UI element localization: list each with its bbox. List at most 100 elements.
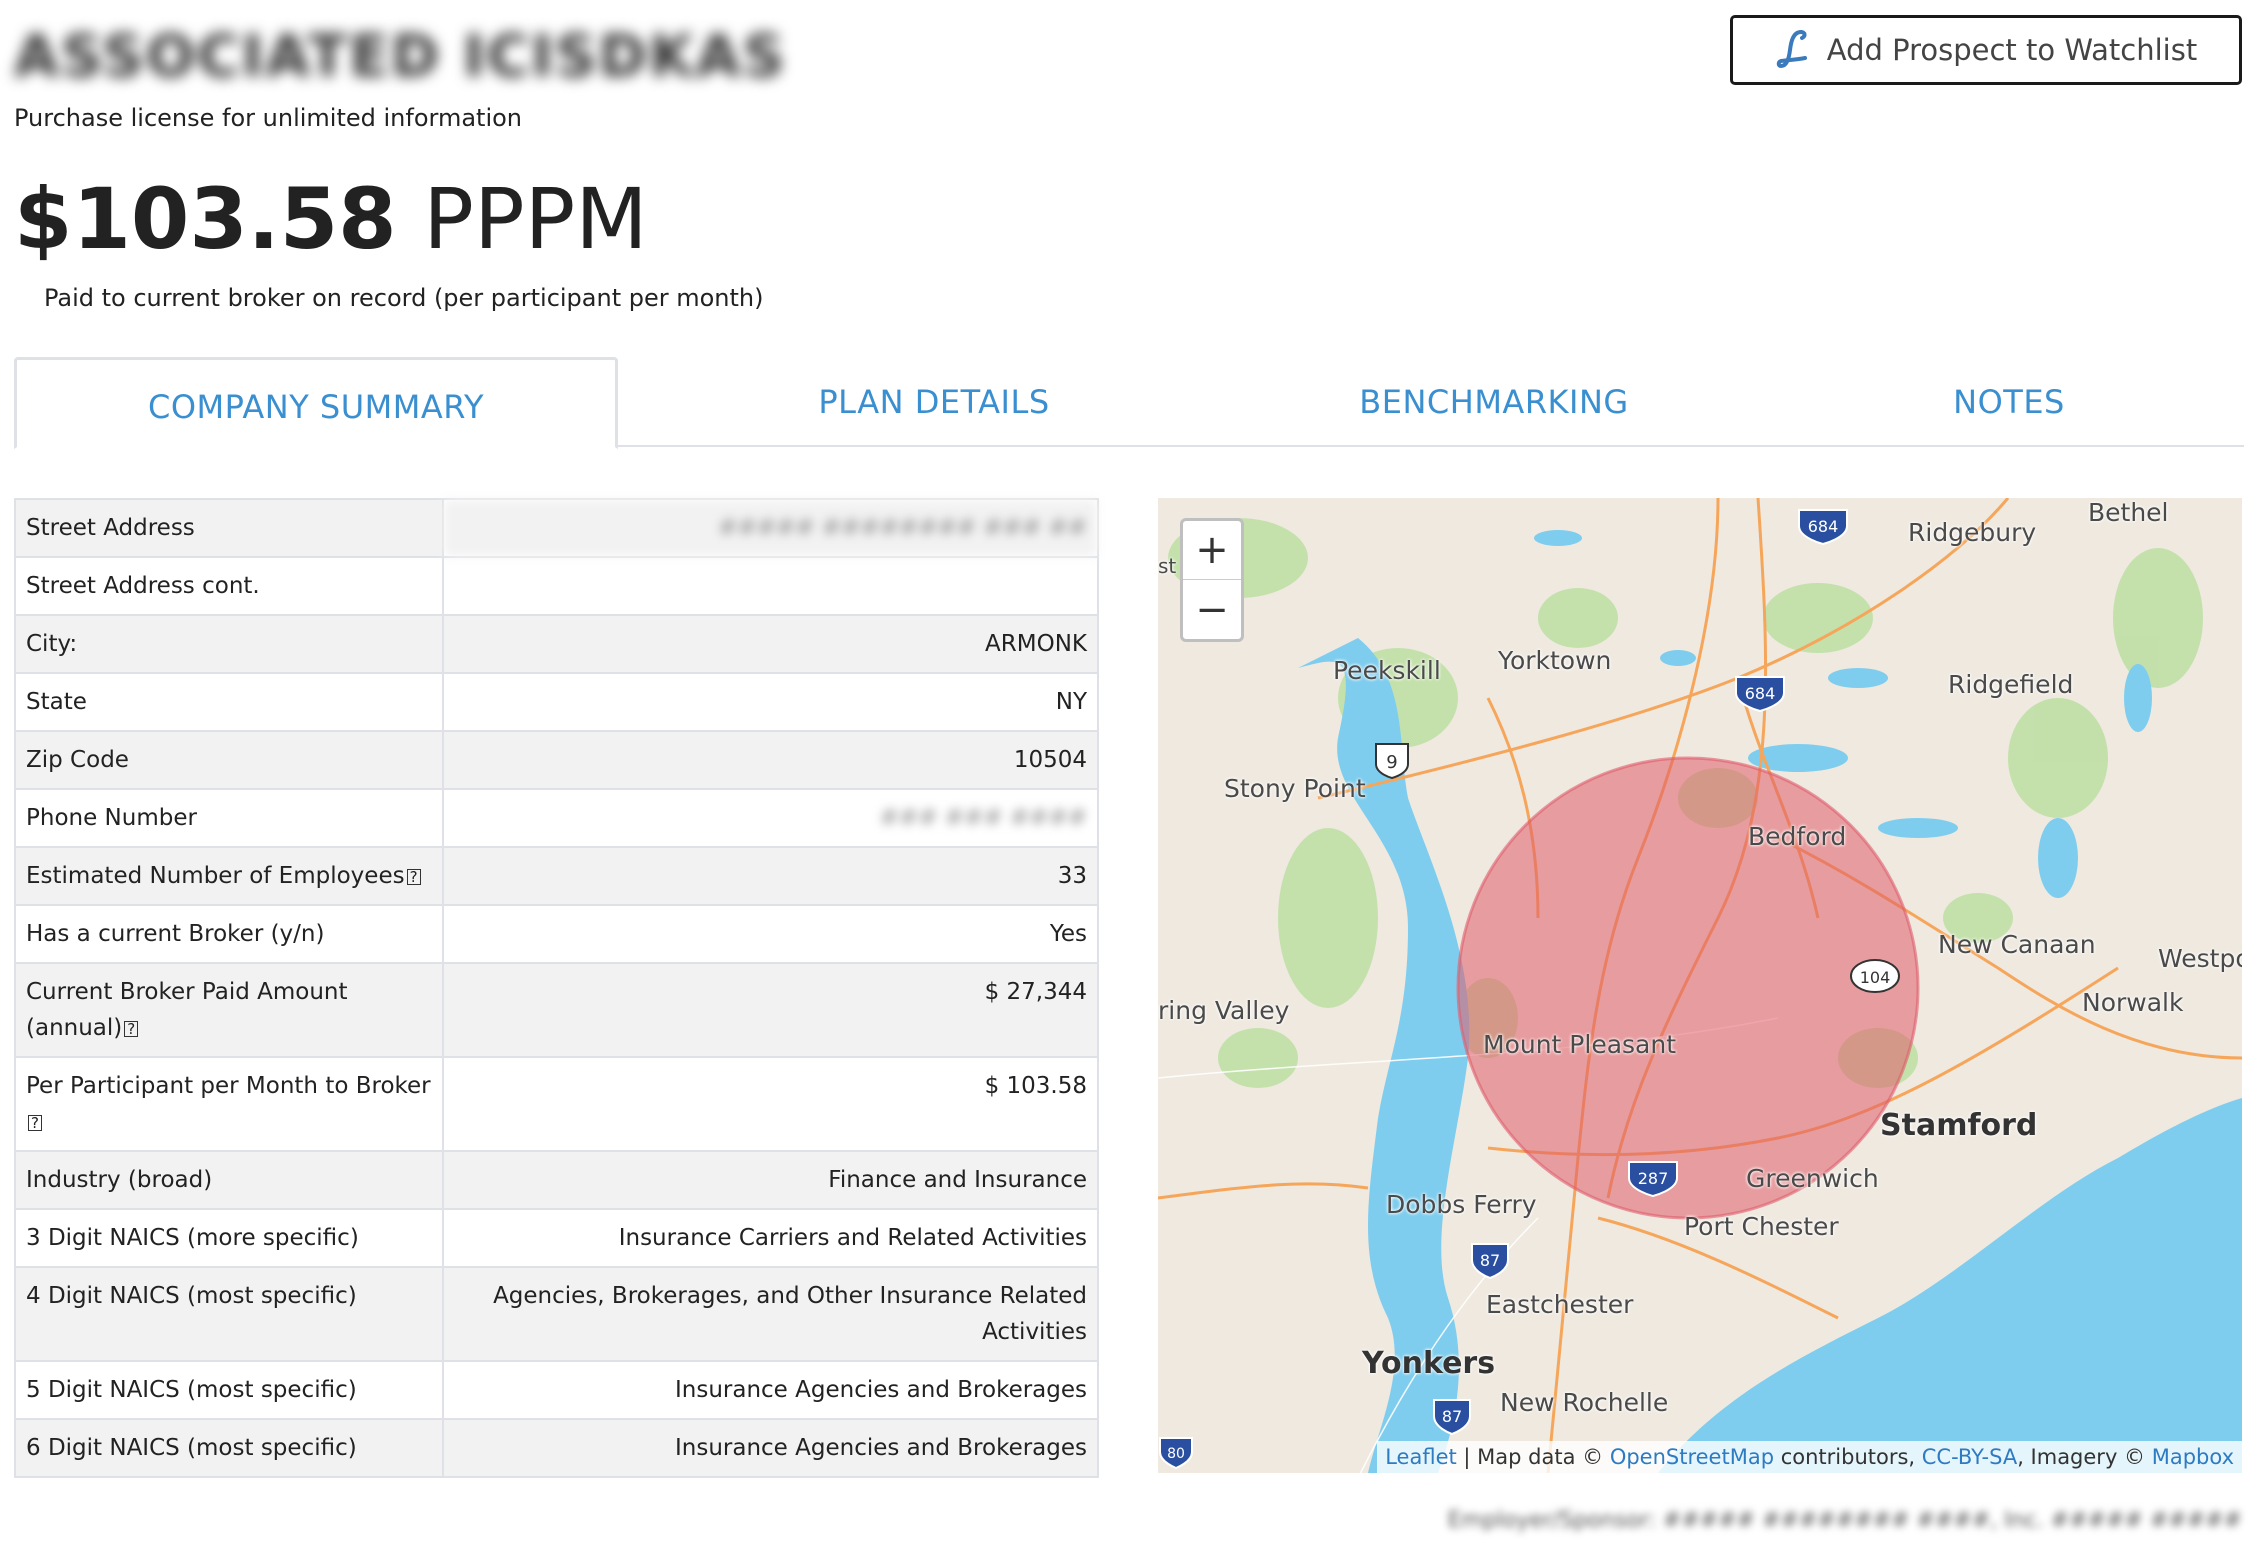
- tab-company-summary[interactable]: COMPANY SUMMARY: [14, 357, 618, 449]
- table-row: 5 Digit NAICS (most specific) Insurance …: [14, 1360, 1099, 1420]
- map-label: Peekskill: [1333, 656, 1441, 685]
- row-label: 3 Digit NAICS (more specific): [14, 1208, 444, 1268]
- row-value: [442, 556, 1099, 616]
- add-to-watchlist-button[interactable]: Add Prospect to Watchlist: [1730, 15, 2242, 85]
- map-label: Stony Point: [1224, 774, 1366, 803]
- svg-text:80: 80: [1167, 1446, 1185, 1462]
- map-label: Bedford: [1748, 822, 1847, 851]
- map-label: Dobbs Ferry: [1386, 1190, 1537, 1219]
- footer-note: Employer/Sponsor: ##### ######## ####, I…: [1447, 1508, 2242, 1533]
- add-to-watchlist-label: Add Prospect to Watchlist: [1826, 33, 2198, 67]
- company-summary-table: Street Address ##### ######## ### ## Str…: [14, 498, 1099, 1478]
- map-label: Bethel: [2088, 498, 2169, 527]
- table-row: State NY: [14, 672, 1099, 732]
- svg-text:87: 87: [1442, 1407, 1462, 1426]
- table-row: 3 Digit NAICS (more specific) Insurance …: [14, 1208, 1099, 1268]
- map-label: Greenwich: [1746, 1164, 1879, 1193]
- map-label: Mount Pleasant: [1483, 1030, 1677, 1059]
- map-label: Westpo: [2158, 944, 2242, 973]
- table-row: Street Address cont.: [14, 556, 1099, 616]
- price-amount: $103.58: [14, 170, 397, 268]
- price-unit: PPPM: [423, 170, 648, 268]
- row-label: Street Address: [14, 498, 444, 558]
- row-value: Finance and Insurance: [442, 1150, 1099, 1210]
- table-row: 4 Digit NAICS (most specific) Agencies, …: [14, 1266, 1099, 1362]
- attribution-text: contributors,: [1774, 1445, 1922, 1469]
- interstate-shield-icon: 684: [1735, 676, 1785, 713]
- row-value: Insurance Agencies and Brokerages: [442, 1418, 1099, 1478]
- svg-text:684: 684: [1808, 517, 1839, 536]
- row-label-with-help: Estimated Number of Employees?: [14, 846, 444, 906]
- row-value: $ 27,344: [442, 962, 1099, 1058]
- map-label: st: [1158, 554, 1177, 578]
- row-label-with-help: Current Broker Paid Amount (annual)?: [14, 962, 444, 1058]
- interstate-shield-icon: 87: [1471, 1243, 1509, 1280]
- row-value: Insurance Carriers and Related Activitie…: [442, 1208, 1099, 1268]
- map-label: Yonkers: [1362, 1346, 1496, 1381]
- help-icon[interactable]: ?: [28, 1114, 42, 1131]
- tab-bar: COMPANY SUMMARY PLAN DETAILS BENCHMARKIN…: [14, 357, 2244, 449]
- map-tiles: [1158, 498, 2242, 1473]
- map-label: Stamford: [1880, 1108, 2038, 1143]
- row-label: Has a current Broker (y/n): [14, 904, 444, 964]
- attribution-text: | Map data ©: [1456, 1445, 1610, 1469]
- row-value: Insurance Agencies and Brokerages: [442, 1360, 1099, 1420]
- row-label: Per Participant per Month to Broker: [26, 1073, 431, 1099]
- map-attribution: Leaflet | Map data © OpenStreetMap contr…: [1377, 1441, 2242, 1473]
- row-value: NY: [442, 672, 1099, 732]
- table-row: 6 Digit NAICS (most specific) Insurance …: [14, 1418, 1099, 1478]
- interstate-shield-icon: 80: [1159, 1437, 1193, 1470]
- row-value: ##### ######## ### ##: [442, 498, 1099, 558]
- map-label: Norwalk: [2082, 988, 2184, 1017]
- table-row: Zip Code 10504: [14, 730, 1099, 790]
- map-label: Eastchester: [1486, 1290, 1634, 1319]
- row-label: City:: [14, 614, 444, 674]
- map-label: New Canaan: [1938, 930, 2096, 959]
- map-label: Ridgefield: [1948, 670, 2074, 699]
- tab-plan-details[interactable]: PLAN DETAILS: [818, 383, 1050, 421]
- row-value: ARMONK: [442, 614, 1099, 674]
- row-value: Yes: [442, 904, 1099, 964]
- row-label: 6 Digit NAICS (most specific): [14, 1418, 444, 1478]
- tab-notes[interactable]: NOTES: [1953, 383, 2065, 421]
- row-label: Phone Number: [14, 788, 444, 848]
- help-icon[interactable]: ?: [124, 1020, 139, 1037]
- interstate-shield-icon: 87: [1433, 1399, 1471, 1436]
- tab-benchmarking[interactable]: BENCHMARKING: [1359, 383, 1629, 421]
- map-label: Yorktown: [1498, 646, 1612, 675]
- row-value: ### ### ####: [442, 788, 1099, 848]
- row-label: Estimated Number of Employees: [26, 863, 405, 889]
- interstate-shield-icon: 287: [1628, 1161, 1678, 1198]
- leaflet-link[interactable]: Leaflet: [1385, 1445, 1457, 1469]
- table-row: Per Participant per Month to Broker? $ 1…: [14, 1056, 1099, 1152]
- row-label: Street Address cont.: [14, 556, 444, 616]
- row-value: 33: [442, 846, 1099, 906]
- row-label-with-help: Per Participant per Month to Broker?: [14, 1056, 444, 1152]
- state-route-shield-icon: 104: [1850, 959, 1900, 993]
- table-row: Industry (broad) Finance and Insurance: [14, 1150, 1099, 1210]
- row-value: 10504: [442, 730, 1099, 790]
- row-value: $ 103.58: [442, 1056, 1099, 1152]
- mapbox-link[interactable]: Mapbox: [2151, 1445, 2234, 1469]
- zoom-in-button[interactable]: +: [1183, 521, 1241, 580]
- zoom-out-button[interactable]: −: [1195, 586, 1229, 633]
- signature-icon: [1775, 28, 1813, 72]
- row-label: Industry (broad): [14, 1150, 444, 1210]
- interstate-shield-icon: 684: [1798, 509, 1848, 546]
- svg-text:87: 87: [1480, 1251, 1500, 1270]
- svg-text:104: 104: [1860, 968, 1891, 987]
- row-label: Current Broker Paid Amount (annual): [26, 979, 348, 1041]
- company-name: ASSOCIATED ICISDKAS: [14, 22, 787, 90]
- map-label: Ridgebury: [1908, 518, 2037, 547]
- openstreetmap-link[interactable]: OpenStreetMap: [1609, 1445, 1775, 1469]
- row-label: 4 Digit NAICS (most specific): [14, 1266, 444, 1362]
- svg-text:9: 9: [1386, 752, 1397, 773]
- table-row: Street Address ##### ######## ### ##: [14, 498, 1099, 558]
- attribution-text: , Imagery ©: [2017, 1445, 2152, 1469]
- location-map[interactable]: + − 684 684 9 104 287 87 87 80 st Bethel…: [1158, 498, 2242, 1473]
- cc-by-sa-link[interactable]: CC-BY-SA: [1921, 1445, 2018, 1469]
- map-label: ring Valley: [1158, 996, 1290, 1025]
- svg-text:684: 684: [1745, 684, 1776, 703]
- row-label: Zip Code: [14, 730, 444, 790]
- help-icon[interactable]: ?: [406, 868, 421, 885]
